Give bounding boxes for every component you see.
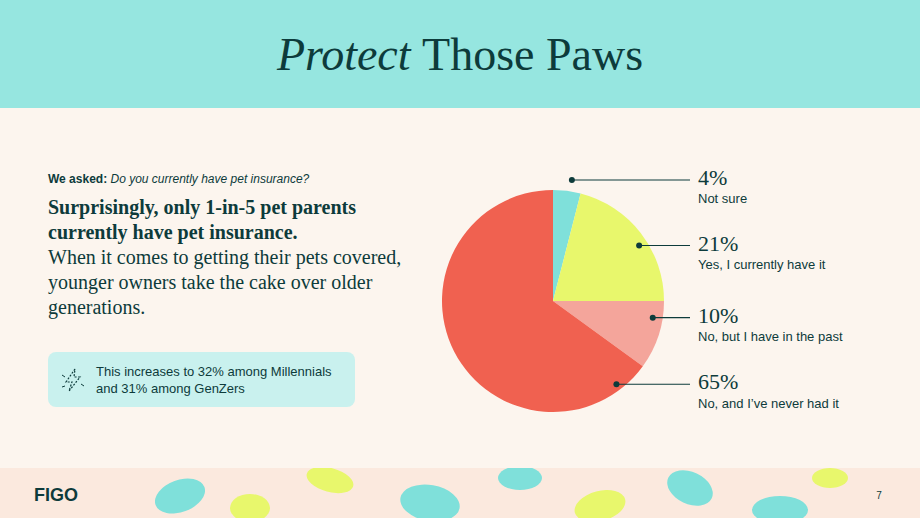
html-text:This increases to 32% among Mi: This increases to 32% among Millennials … [96,363,332,396]
svg-text:4%: 4% [698,165,727,190]
svg-text:65%: 65% [698,369,738,394]
svg-text:7: 7 [876,490,882,501]
html-text:When it comes to getting their: When it comes to getting their pets cove… [48,246,402,318]
svg-text:FIGO: FIGO [34,485,78,505]
html-text:Protect Those Paws: Protect Those Paws [276,28,644,80]
svg-text:21%: 21% [698,231,738,256]
svg-text:No, and I’ve never had it: No, and I’ve never had it [698,396,839,411]
svg-text:No, but I have in the past: No, but I have in the past [698,329,843,344]
html-text:Surprisingly, only 1-in-5 pet: Surprisingly, only 1-in-5 pet parents cu… [48,196,356,243]
html-text:We asked: Do you currently hav: We asked: Do you currently have pet insu… [48,172,310,186]
svg-text:Not sure: Not sure [698,191,747,206]
svg-text:Yes, I currently have it: Yes, I currently have it [698,257,826,272]
svg-text:10%: 10% [698,303,738,328]
